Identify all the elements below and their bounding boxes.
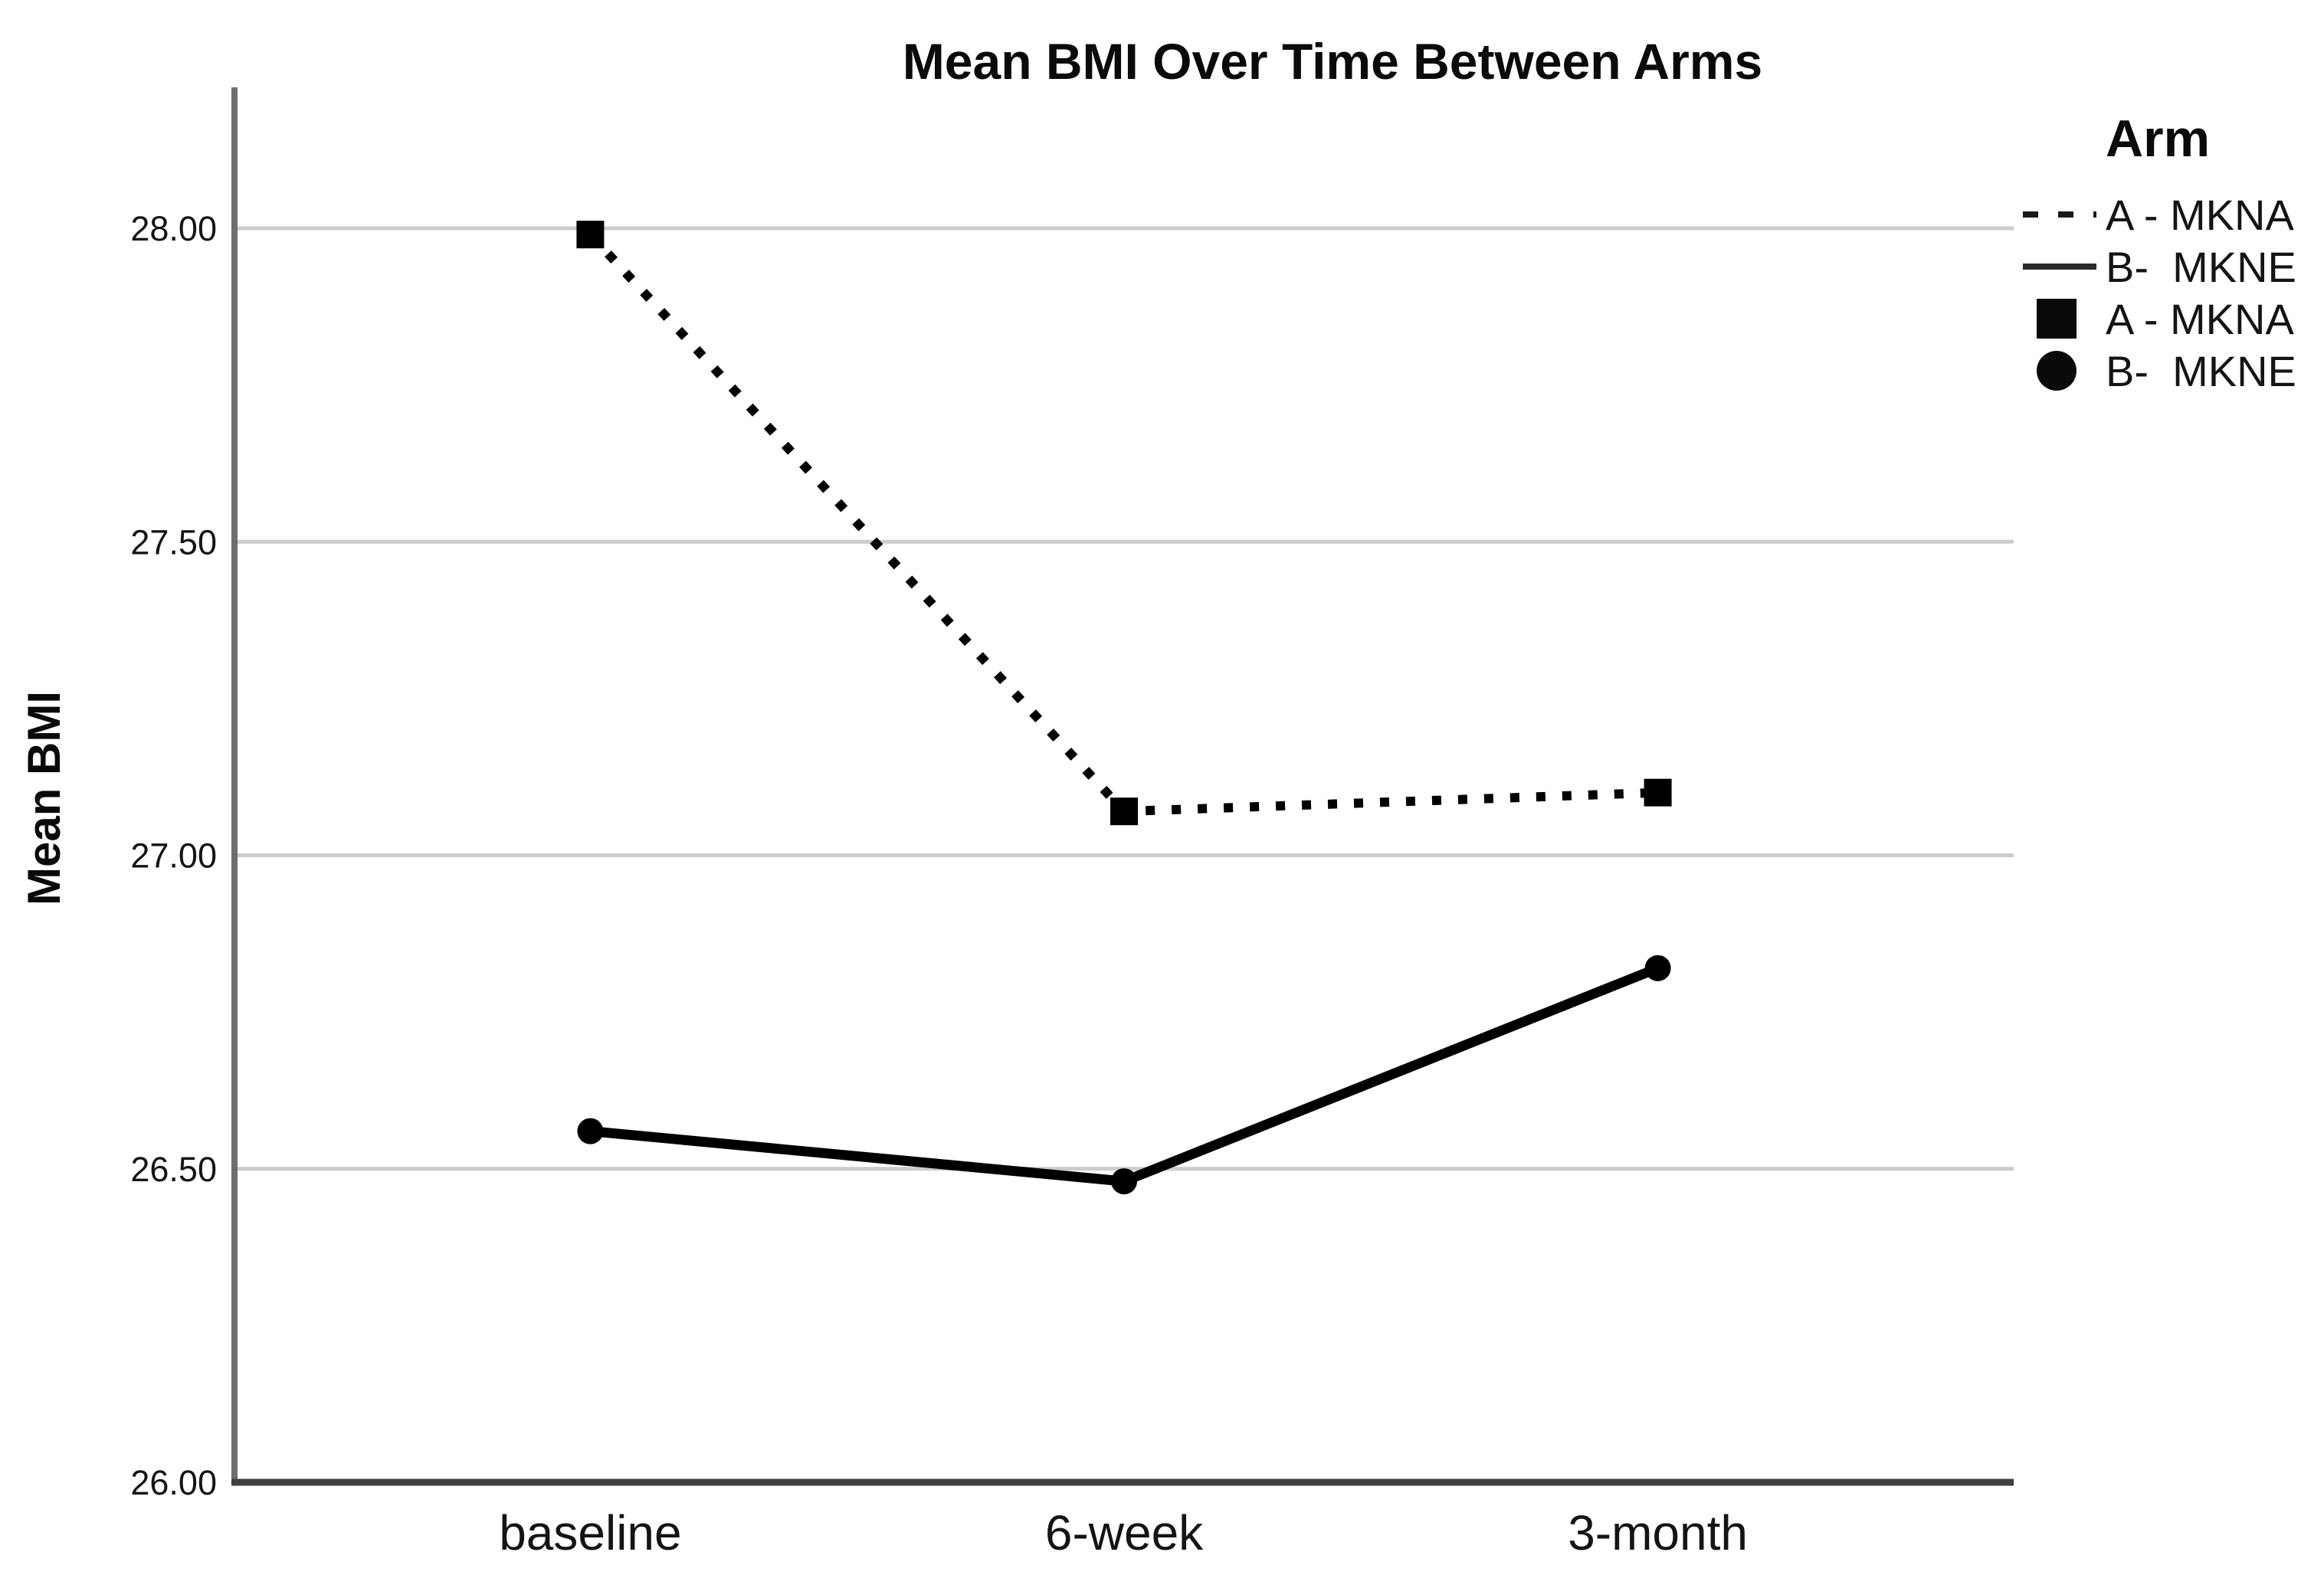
x-tick-label: 6-week — [1045, 1505, 1204, 1560]
data-point-circle-marker — [1111, 1168, 1137, 1195]
data-point-square-marker — [1110, 797, 1138, 826]
y-axis-title: Mean BMI — [18, 691, 70, 905]
data-series — [576, 221, 1672, 1195]
y-tick-labels: 26.00 26.50 27.00 27.50 28.00 — [130, 209, 217, 1502]
legend-circle-marker-swatch — [2037, 351, 2077, 391]
y-tick-label: 28.00 — [130, 209, 217, 248]
x-tick-label: baseline — [499, 1505, 681, 1560]
legend-label-b-marker: B- MKNE — [2106, 347, 2296, 395]
x-tick-labels: baseline 6-week 3-month — [499, 1505, 1748, 1560]
y-tick-label: 26.50 — [130, 1150, 217, 1189]
data-point-circle-marker — [1644, 954, 1671, 981]
y-tick-label: 27.00 — [130, 837, 217, 876]
data-point-circle-marker — [577, 1118, 604, 1144]
chart-title: Mean BMI Over Time Between Arms — [903, 33, 1762, 90]
x-tick-label: 3-month — [1568, 1505, 1748, 1560]
legend-title: Arm — [2106, 110, 2210, 168]
gridlines — [234, 226, 2014, 1171]
legend-label-a-line: A - MKNA — [2106, 191, 2294, 239]
legend: Arm A - MKNA B- MKNE A - MKNA B- MKNE — [2023, 110, 2296, 395]
data-point-square-marker — [576, 221, 605, 249]
y-tick-label: 26.00 — [130, 1463, 217, 1502]
y-tick-label: 27.50 — [130, 522, 217, 562]
series-line-solid — [589, 963, 1660, 1187]
legend-label-a-marker: A - MKNA — [2106, 295, 2294, 343]
series-line-dotted — [586, 231, 1658, 817]
data-point-square-marker — [1644, 778, 1672, 807]
legend-label-b-line: B- MKNE — [2106, 243, 2296, 291]
legend-square-marker-swatch — [2037, 299, 2077, 339]
